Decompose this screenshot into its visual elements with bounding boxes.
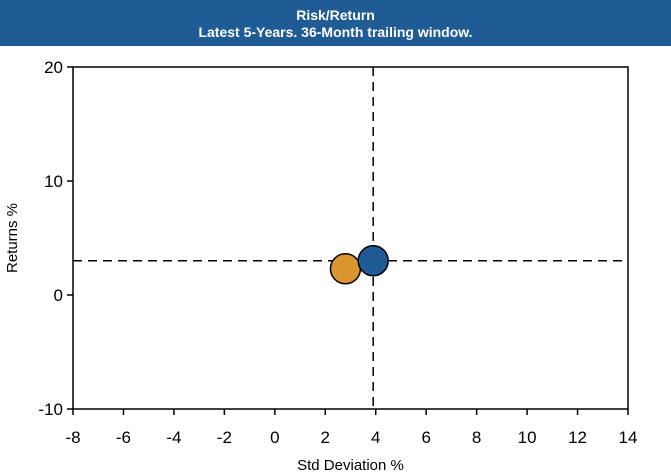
- x-axis-label: Std Deviation %: [297, 457, 404, 474]
- y-tick-label: -10: [38, 400, 63, 419]
- y-tick-label: 10: [44, 172, 63, 191]
- x-tick-label: 14: [619, 428, 638, 447]
- y-axis-label: Returns %: [4, 203, 21, 273]
- data-point-2: [357, 245, 389, 277]
- x-tick-label: 8: [472, 428, 481, 447]
- x-tick-label: 12: [568, 428, 587, 447]
- x-tick-label: 6: [421, 428, 430, 447]
- data-points: [329, 245, 389, 285]
- x-tick-label: -4: [166, 428, 181, 447]
- x-tick-label: -8: [65, 428, 80, 447]
- x-tick-label: 10: [518, 428, 537, 447]
- x-tick-label: -2: [217, 428, 232, 447]
- reference-lines: [73, 67, 628, 409]
- x-axis-ticks: -8 -6 -4 -2 0 2 4 6 8 10 12 14: [65, 409, 637, 447]
- chart-title-bar: Risk/Return Latest 5-Years. 36-Month tra…: [0, 0, 671, 46]
- x-tick-label: 4: [371, 428, 380, 447]
- chart-title: Risk/Return: [296, 7, 375, 23]
- data-point-1: [329, 253, 362, 285]
- plot-area: [72, 66, 629, 410]
- y-axis-ticks: -10 0 10 20: [38, 58, 73, 419]
- chart-subtitle: Latest 5-Years. 36-Month trailing window…: [198, 24, 473, 40]
- y-tick-label: 20: [44, 58, 63, 77]
- y-tick-label: 0: [54, 286, 63, 305]
- x-tick-label: 2: [321, 428, 330, 447]
- x-tick-label: -6: [116, 428, 131, 447]
- x-tick-label: 0: [270, 428, 279, 447]
